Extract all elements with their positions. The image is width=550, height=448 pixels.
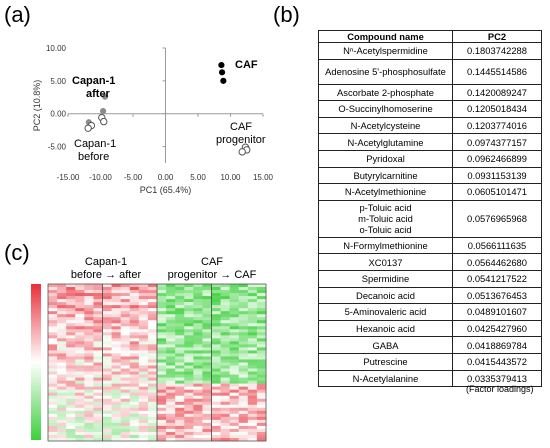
factor-loadings-table: Compound name PC2 Nⁿ-Acetylspermidine 0.1… — [318, 30, 542, 388]
data-point — [100, 117, 108, 126]
pc2-value-cell: 0.0513676453 — [452, 286, 542, 305]
annotation-capan-after-line1: Capan-1 — [72, 75, 115, 87]
table-row: Ascorbate 2-phosphate 0.1420089247 — [318, 83, 542, 102]
table-row: Putrescine 0.0415443572 — [318, 352, 542, 371]
compound-name-cell: Hexanoic acid — [318, 319, 453, 338]
table-row: Decanoic acid 0.0513676453 — [318, 286, 542, 305]
annotation-caf-progenitor-line1: CAF — [230, 121, 252, 133]
data-point — [101, 93, 109, 100]
pc2-value-cell: 0.0541217522 — [452, 269, 542, 288]
pc2-value-cell: 0.0605101471 — [452, 183, 542, 201]
pc2-value-cell: 0.1203774016 — [452, 116, 542, 135]
y-tick-label: 5.00 — [50, 77, 66, 86]
annotation-caf-progenitor-line2: progenitor — [216, 134, 266, 146]
compound-name-cell: Adenosine 5'-phosphosulfate — [318, 58, 453, 85]
panel-label-b: (b) — [273, 2, 300, 27]
table-row: Butyrylcarnitine 0.0931153139 — [318, 166, 542, 185]
table-row: O-Succinylhomoserine 0.1205018434 — [318, 100, 542, 118]
x-tick-label: -5.00 — [124, 173, 143, 182]
table-row: Hexanoic acid 0.0425427960 — [318, 319, 542, 338]
pc2-value-cell: 0.1445514586 — [452, 58, 542, 85]
compound-name-cell: XC0137 — [318, 253, 453, 271]
table-row: GABA 0.0418869784 — [318, 336, 542, 354]
scatter-points — [84, 61, 251, 156]
x-tick-label: -10.00 — [89, 173, 112, 182]
annotation-capan-after-line2: after — [86, 88, 111, 100]
scatter-annotations: Capan-1afterCapan-1beforeCAFCAFprogenito… — [72, 59, 266, 163]
compound-name-cell: N-Acetylcysteine — [318, 116, 453, 135]
pc2-value-cell: 0.1803742288 — [452, 42, 542, 60]
table-row: 5-Aminovaleric acid 0.0489101607 — [318, 303, 542, 321]
x-axis-label: PC1 (65.4%) — [140, 185, 192, 195]
table-row: Adenosine 5'-phosphosulfate 0.1445514586 — [318, 58, 542, 85]
column-header-compound: Compound name — [318, 30, 453, 43]
pc2-value-cell: 0.0974377157 — [452, 133, 542, 151]
panel-label-c: (c) — [4, 240, 30, 265]
compound-name-cell: Spermidine — [318, 269, 453, 288]
table-row: N-Acetylglutamine 0.0974377157 — [318, 133, 542, 151]
pc2-value-cell: 0.0564462680 — [452, 253, 542, 271]
compound-name-cell: Ascorbate 2-phosphate — [318, 83, 453, 102]
x-tick-label: 0.00 — [158, 173, 174, 182]
pc2-value-cell: 0.0962466899 — [452, 149, 542, 168]
data-point — [238, 148, 246, 156]
table-row: N-Acetylcysteine 0.1203774016 — [318, 116, 542, 135]
panel-label-a: (a) — [4, 2, 31, 27]
scatter-axes: -15.00 -10.00 -5.00 0.00 5.00 10.00 15.00 10.00… — [32, 44, 274, 195]
compound-name-cell: Putrescine — [318, 352, 453, 371]
pc2-value-cell: 0.0566111635 — [452, 236, 542, 255]
data-point — [218, 69, 226, 76]
table-header-row: Compound name PC2 — [318, 30, 542, 43]
table-row: N-Acetylalanine 0.0335379413 — [318, 369, 542, 388]
x-tick-label: 5.00 — [190, 173, 206, 182]
pc2-value-cell: 0.0418869784 — [452, 336, 542, 354]
compound-name-cell: N-Acetylglutamine — [318, 133, 453, 151]
x-tick-label: 15.00 — [253, 173, 274, 182]
data-point — [218, 61, 225, 69]
compound-name-cell: Butyrylcarnitine — [318, 166, 453, 185]
pc2-value-cell: 0.0425427960 — [452, 319, 542, 338]
annotation-capan-before-line2: before — [78, 151, 109, 163]
table-row: N-Acetylmethionine 0.0605101471 — [318, 183, 542, 201]
pc2-value-cell: 0.0931153139 — [452, 166, 542, 185]
annotation-capan-before-line1: Capan-1 — [74, 138, 116, 150]
compound-name-cell: N-Formylmethionine — [318, 236, 453, 255]
table-row: Spermidine 0.0541217522 — [318, 269, 542, 288]
compound-name-cell: N-Acetylmethionine — [318, 183, 453, 201]
data-point — [220, 77, 227, 84]
x-tick-label: 10.00 — [220, 173, 241, 182]
compound-name-cell: N-Acetylalanine — [318, 369, 453, 388]
pc2-value-cell: 0.0576965968 — [452, 199, 542, 238]
table-row: Pyridoxal 0.0962466899 — [318, 149, 542, 168]
pc2-value-cell: 0.1420089247 — [452, 83, 542, 102]
compound-name-cell: O-Succinylhomoserine — [318, 100, 453, 118]
compound-name-cell: 5-Aminovaleric acid — [318, 303, 453, 321]
data-point — [84, 124, 92, 132]
compound-name-cell: Nⁿ-Acetylspermidine — [318, 42, 453, 60]
column-header-pc2: PC2 — [452, 30, 542, 43]
table-row: Nⁿ-Acetylspermidine 0.1803742288 — [318, 42, 542, 60]
table-row: XC0137 0.0564462680 — [318, 253, 542, 271]
y-tick-label: 0.00 — [50, 110, 66, 119]
compound-name-cell: Decanoic acid — [318, 286, 453, 305]
y-tick-label: -5.00 — [48, 143, 67, 152]
compound-name-cell: p-Toluic acid m-Toluic acid o-Toluic aci… — [318, 199, 453, 238]
compound-name-cell: Pyridoxal — [318, 149, 453, 168]
table-row: N-Formylmethionine 0.0566111635 — [318, 236, 542, 255]
pc2-value-cell: 0.1205018434 — [452, 100, 542, 118]
y-axis-label: PC2 (10.8%) — [32, 80, 42, 132]
table-caption: (Factor loadings) — [466, 384, 534, 394]
y-tick-label: 10.00 — [46, 44, 67, 53]
pc2-value-cell: 0.0335379413 — [452, 369, 542, 388]
compound-name-cell: GABA — [318, 336, 453, 354]
data-point — [100, 107, 107, 115]
pc2-value-cell: 0.0415443572 — [452, 352, 542, 371]
pc2-value-cell: 0.0489101607 — [452, 303, 542, 321]
table-row: p-Toluic acid m-Toluic acid o-Toluic aci… — [318, 199, 542, 238]
x-tick-label: -15.00 — [57, 173, 80, 182]
annotation-caf: CAF — [235, 59, 258, 71]
